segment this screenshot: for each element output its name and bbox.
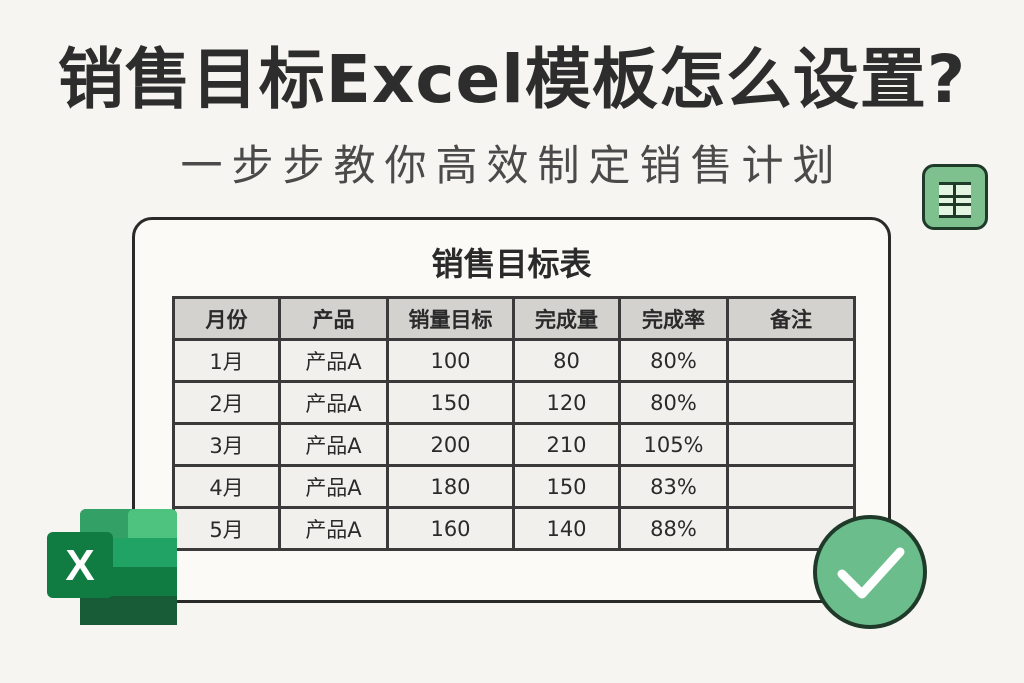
column-header-rate: 完成率 xyxy=(618,296,729,341)
page-subtitle: 一步步教你高效制定销售计划 xyxy=(180,141,844,190)
spreadsheet-grid-icon xyxy=(939,182,971,218)
cell-target: 180 xyxy=(386,464,515,509)
cell-product: 产品A xyxy=(278,506,389,551)
cell-target: 100 xyxy=(386,338,515,383)
page-title: 销售目标Excel模板怎么设置? xyxy=(57,41,967,118)
cell-completed: 140 xyxy=(512,506,621,551)
cell-completed: 80 xyxy=(512,338,621,383)
cell-product: 产品A xyxy=(278,464,389,509)
table-row: 1月 产品A 100 80 80% xyxy=(172,338,856,383)
sales-target-card: 销售目标表 月份 产品 销量目标 完成量 完成率 备注 1月 产品A 100 8… xyxy=(132,217,891,603)
check-circle-icon xyxy=(813,515,927,629)
table-header-row: 月份 产品 销量目标 完成量 完成率 备注 xyxy=(172,296,856,341)
column-header-month: 月份 xyxy=(172,296,281,341)
column-header-target: 销量目标 xyxy=(386,296,515,341)
column-header-completed: 完成量 xyxy=(512,296,621,341)
table-row: 5月 产品A 160 140 88% xyxy=(172,506,856,551)
cell-notes xyxy=(726,464,856,509)
cell-month: 2月 xyxy=(172,380,281,425)
cell-completed: 120 xyxy=(512,380,621,425)
sales-target-table: 月份 产品 销量目标 完成量 完成率 备注 1月 产品A 100 80 80% … xyxy=(172,296,856,551)
excel-logo: X xyxy=(47,509,177,625)
excel-letter: X xyxy=(65,541,94,590)
cell-completed: 150 xyxy=(512,464,621,509)
cell-target: 200 xyxy=(386,422,515,467)
cell-target: 150 xyxy=(386,380,515,425)
cell-product: 产品A xyxy=(278,422,389,467)
spreadsheet-icon xyxy=(922,164,988,230)
cell-month: 4月 xyxy=(172,464,281,509)
table-row: 3月 产品A 200 210 105% xyxy=(172,422,856,467)
cell-notes xyxy=(726,338,856,383)
cell-target: 160 xyxy=(386,506,515,551)
cell-rate: 80% xyxy=(618,338,729,383)
column-header-notes: 备注 xyxy=(726,296,856,341)
cell-notes xyxy=(726,422,856,467)
cell-rate: 105% xyxy=(618,422,729,467)
cell-notes xyxy=(726,380,856,425)
table-row: 4月 产品A 180 150 83% xyxy=(172,464,856,509)
cell-month: 5月 xyxy=(172,506,281,551)
cell-rate: 80% xyxy=(618,380,729,425)
cell-rate: 88% xyxy=(618,506,729,551)
cell-completed: 210 xyxy=(512,422,621,467)
cell-month: 3月 xyxy=(172,422,281,467)
cell-month: 1月 xyxy=(172,338,281,383)
cell-product: 产品A xyxy=(278,338,389,383)
table-row: 2月 产品A 150 120 80% xyxy=(172,380,856,425)
cell-product: 产品A xyxy=(278,380,389,425)
cell-rate: 83% xyxy=(618,464,729,509)
table-title: 销售目标表 xyxy=(431,245,592,283)
column-header-product: 产品 xyxy=(278,296,389,341)
